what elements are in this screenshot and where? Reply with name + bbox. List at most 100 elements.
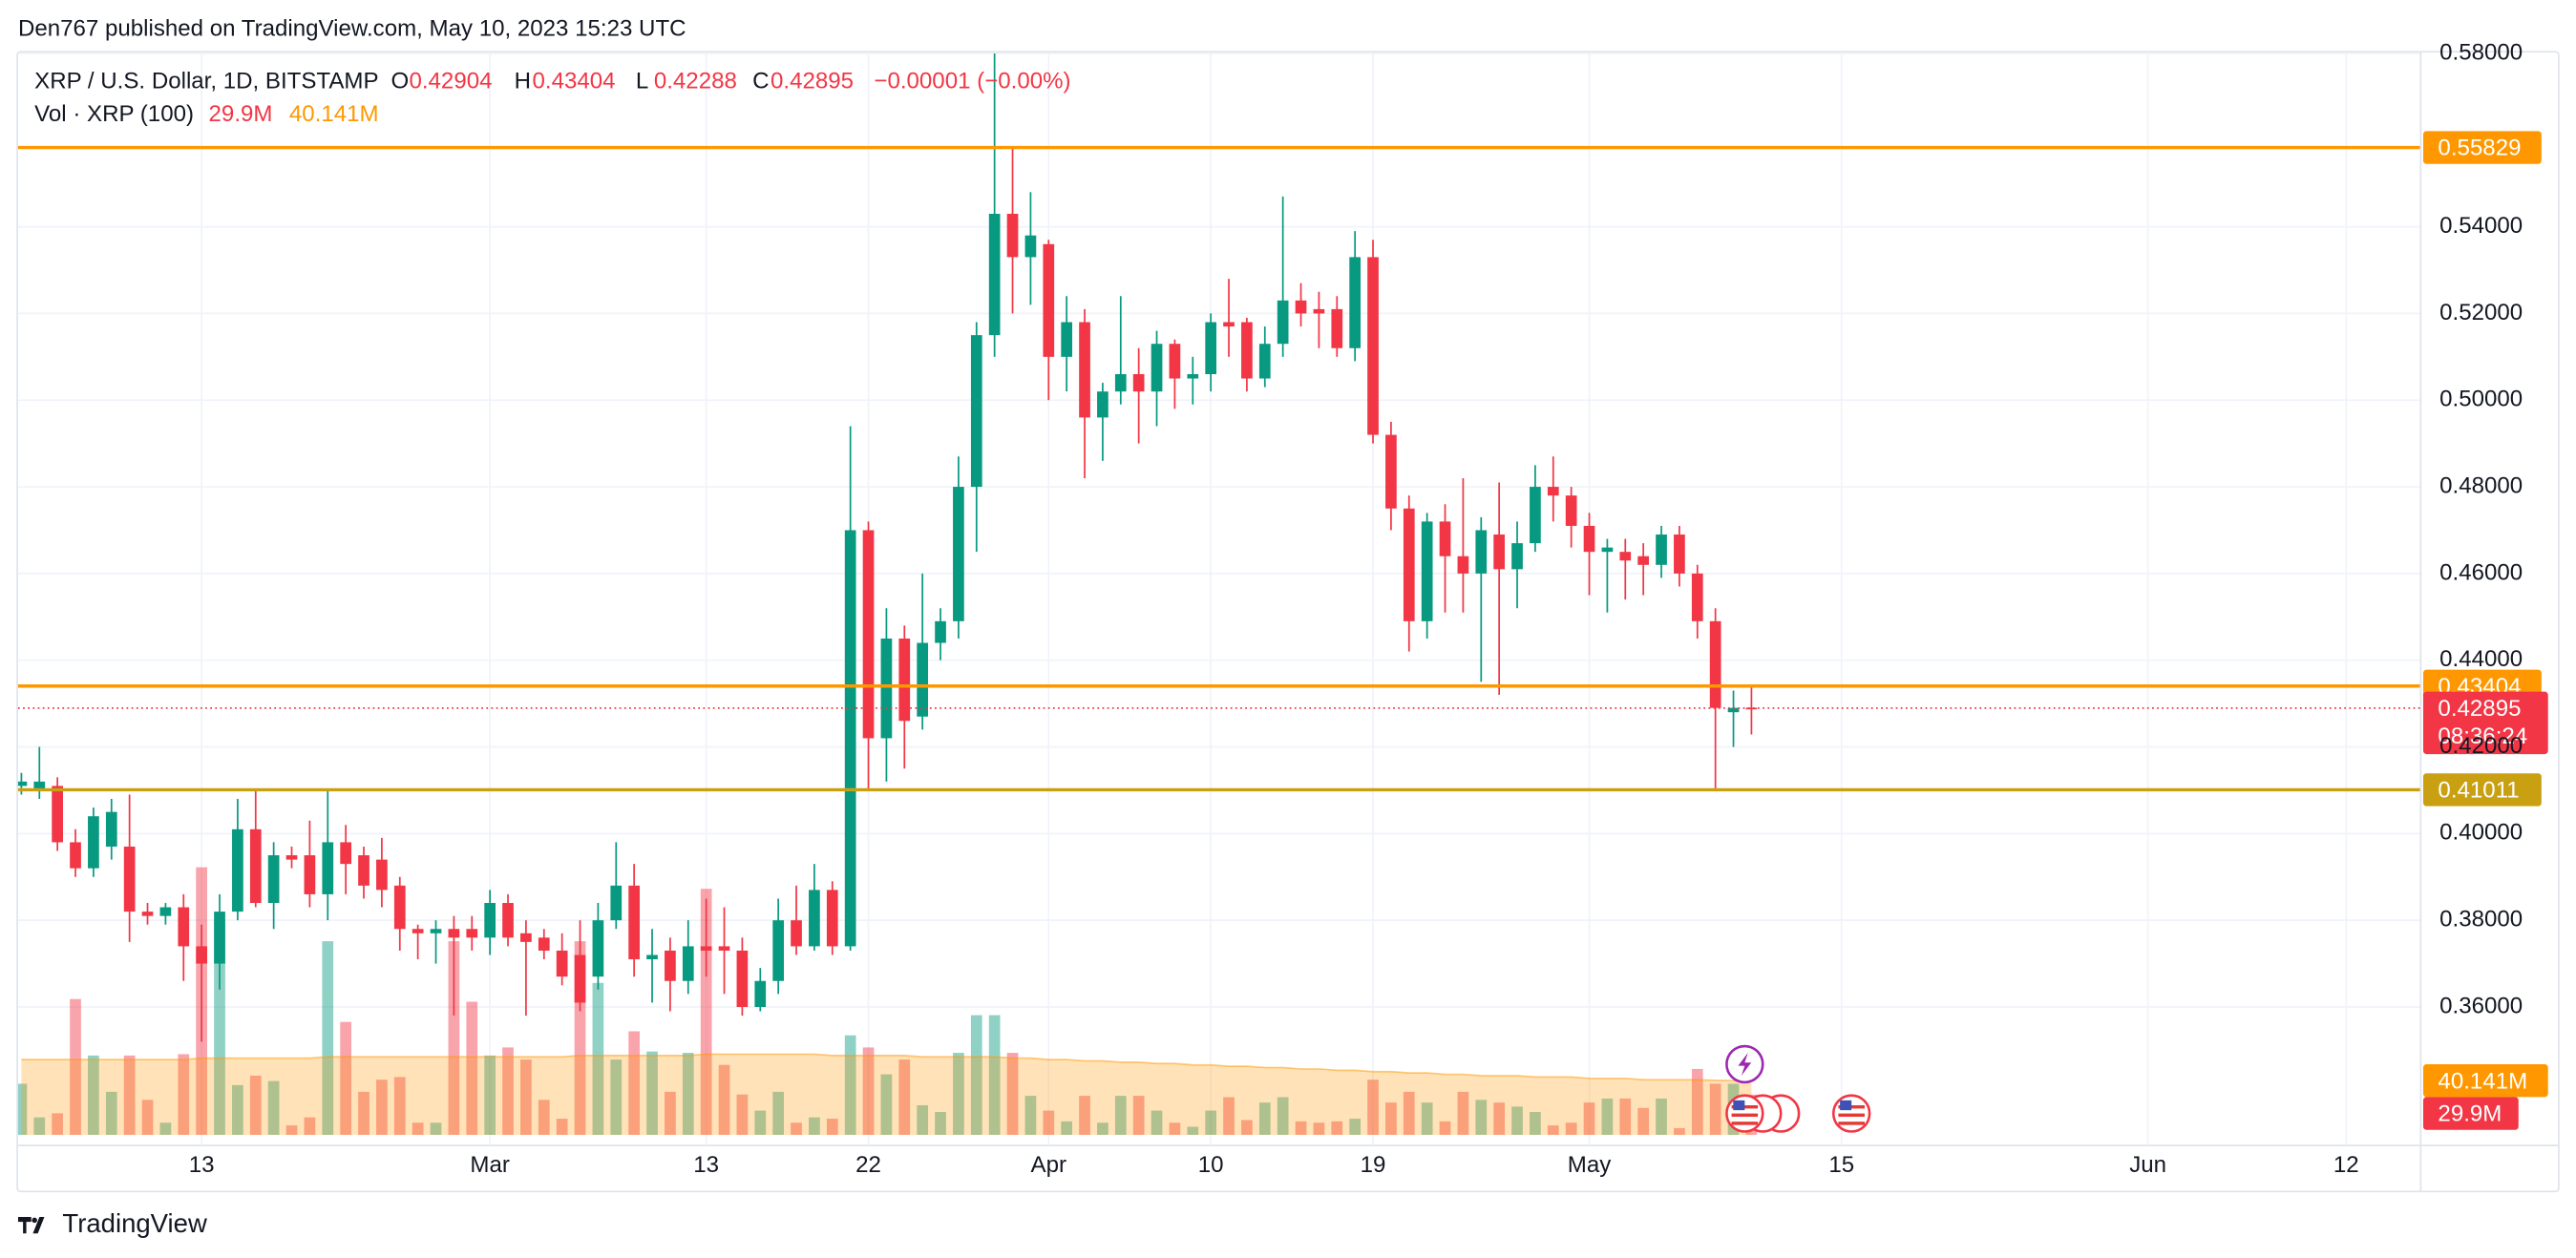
levels: 0.558290.434040.410110.4289508:36:2440.1… — [17, 131, 2548, 1130]
volume-bar — [1169, 1122, 1181, 1135]
candle-body — [772, 920, 785, 981]
current-price-tag — [2422, 691, 2548, 755]
volume-bar — [628, 1031, 641, 1135]
volume-bar — [1403, 1091, 1415, 1135]
volume-bar — [1223, 1097, 1235, 1135]
candle-body — [1637, 556, 1650, 565]
candle-body — [1061, 322, 1073, 357]
x-tick-label: 15 — [1828, 1152, 1854, 1178]
candle-body — [1547, 487, 1559, 496]
volume-tag-label: 29.9M — [2438, 1101, 2502, 1127]
candle-body — [1132, 374, 1145, 392]
volume-bar — [1475, 1100, 1488, 1135]
candle-body — [1043, 243, 1055, 357]
volume-bar — [249, 1075, 262, 1135]
x-tick-label: May — [1568, 1152, 1612, 1178]
candle-body — [448, 929, 460, 938]
candle-body — [700, 946, 712, 951]
volume-bar — [1530, 1112, 1541, 1135]
volume-bar — [665, 1091, 676, 1135]
candle-body — [1691, 573, 1703, 621]
volume-bar — [178, 1054, 190, 1135]
candle-body — [880, 639, 893, 739]
x-tick-label: Mar — [470, 1152, 509, 1178]
y-tick-label: 0.58000 — [2439, 39, 2523, 65]
volume-bar — [809, 1117, 820, 1135]
volume-bar — [574, 941, 586, 1135]
axes: 13 Mar 13 22 Apr 10 19 May 15 Jun 12 0.36000 0.38000… — [189, 39, 2523, 1178]
candle-body — [1530, 487, 1541, 544]
volume-bar — [556, 1119, 568, 1135]
byline: Den767 published on TradingView.com, May… — [18, 15, 686, 41]
volume-bar — [159, 1122, 172, 1135]
current-price-label: 0.42895 — [2438, 696, 2521, 722]
candle-body — [1295, 300, 1307, 314]
volume-bar — [141, 1100, 154, 1135]
candle-body — [970, 335, 982, 488]
volume-bar — [33, 1117, 46, 1135]
volume-legend-value: 29.9M — [209, 101, 273, 127]
volume-bar — [358, 1091, 370, 1135]
volume-bar — [610, 1059, 623, 1135]
volume-bar — [1457, 1091, 1469, 1135]
candle-body — [484, 903, 496, 938]
candle-body — [285, 855, 298, 860]
volume-bar — [862, 1047, 875, 1135]
volume-bar — [88, 1055, 99, 1135]
y-tick-label: 0.38000 — [2439, 907, 2523, 933]
volume-bar — [1097, 1122, 1109, 1135]
x-tick-label: Jun — [2129, 1152, 2166, 1178]
countdown-label: 08:36:24 — [2438, 723, 2527, 749]
legend-close: 0.42895 — [771, 68, 854, 94]
volume-bar — [1277, 1097, 1289, 1135]
legend-title: XRP / U.S. Dollar, 1D, BITSTAMP — [34, 68, 378, 94]
candle-body — [393, 885, 406, 930]
level-label: 0.55829 — [2438, 136, 2521, 161]
volume-bar — [1205, 1110, 1217, 1135]
y-tick-label: 0.54000 — [2439, 213, 2523, 239]
candle-body — [556, 950, 568, 977]
candle-body — [1169, 344, 1181, 379]
level-tag — [2422, 131, 2542, 164]
candle-body — [953, 487, 964, 621]
volume-bar — [538, 1100, 550, 1135]
candle-body — [52, 786, 63, 843]
candle-body — [628, 885, 641, 960]
volume-bar — [970, 1015, 982, 1135]
candle-body — [105, 811, 117, 847]
y-tick-label: 0.44000 — [2439, 646, 2523, 672]
candle-body — [1313, 308, 1325, 314]
candle-body — [1187, 374, 1199, 379]
y-tick-label: 0.50000 — [2439, 387, 2523, 412]
y-tick-label: 0.52000 — [2439, 300, 2523, 325]
candle-body — [88, 816, 99, 869]
chart-frame — [16, 51, 2560, 1193]
candle-body — [520, 933, 532, 942]
candle-body — [1656, 535, 1667, 565]
candle-body — [1385, 434, 1397, 509]
candle-body — [1745, 707, 1758, 710]
candle-body — [898, 639, 911, 722]
candle-body — [917, 642, 929, 717]
candle-body — [809, 890, 820, 947]
volume-bar — [1439, 1121, 1451, 1135]
candle-body — [1601, 547, 1614, 553]
x-tick-label: 22 — [855, 1152, 881, 1178]
volume-bar — [1656, 1098, 1667, 1135]
volume-bar — [1295, 1121, 1307, 1135]
volume-bar — [880, 1074, 893, 1135]
volume-bar — [1367, 1080, 1379, 1135]
candle-body — [1223, 322, 1235, 327]
volume-bar — [466, 1001, 478, 1135]
volume-bar — [70, 998, 81, 1135]
volume-bar — [1601, 1098, 1614, 1135]
candle-body — [466, 929, 478, 938]
candle-body — [141, 912, 154, 916]
volume-bar — [285, 1125, 298, 1135]
volume-bar — [393, 1077, 406, 1135]
candle-body — [17, 781, 28, 786]
volume-ma-line — [21, 1053, 1752, 1082]
volume-bar — [826, 1119, 838, 1135]
volume-bar — [1187, 1126, 1199, 1135]
flag-canton — [1840, 1100, 1852, 1111]
